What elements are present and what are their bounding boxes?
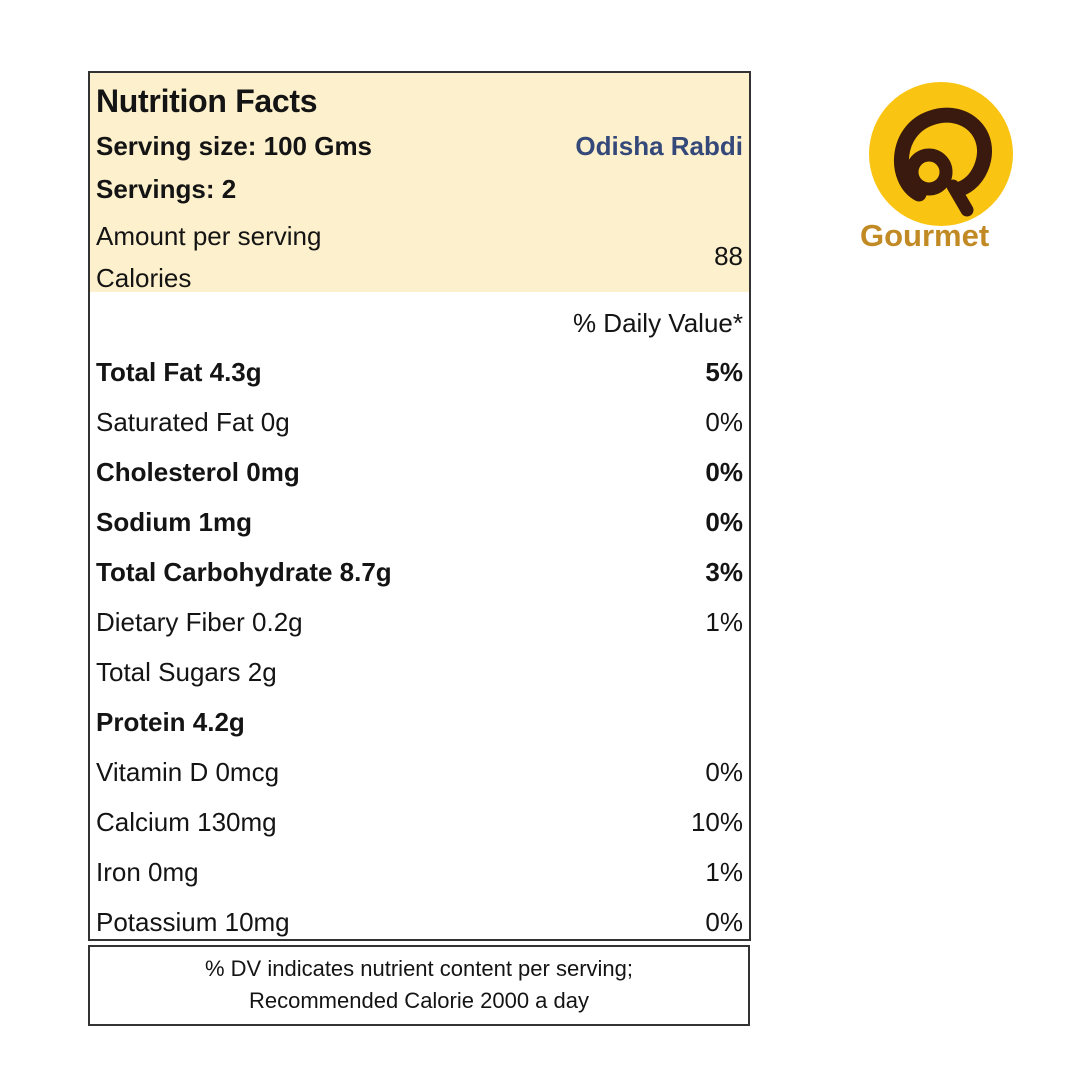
nutrient-row: Potassium 10mg 0% — [90, 894, 749, 944]
nutrient-row: Protein 4.2g — [90, 694, 749, 744]
nutrient-name: Cholesterol 0mg — [96, 457, 300, 487]
serving-size: Serving size: 100 Gms — [96, 131, 373, 161]
footnote-line-1: % DV indicates nutrient content per serv… — [204, 956, 633, 981]
footnote-line-2: Recommended Calorie 2000 a day — [249, 988, 589, 1013]
nutrient-name: Total Carbohydrate 8.7g — [96, 557, 392, 587]
nutrient-name: Dietary Fiber 0.2g — [96, 607, 303, 637]
nutrient-row: Dietary Fiber 0.2g 1% — [90, 594, 749, 644]
nutrient-name: Protein 4.2g — [96, 707, 245, 737]
nutrient-daily-value: 0% — [705, 407, 743, 437]
nutrient-name: Total Fat 4.3g — [96, 357, 262, 387]
nutrient-daily-value: 0% — [705, 457, 743, 487]
servings: Servings: 2 — [96, 174, 237, 204]
nutrient-row: Total Fat 4.3g 5% — [90, 344, 749, 394]
nutrient-name: Total Sugars 2g — [96, 657, 277, 687]
nutrition-label: Nutrition Facts Serving size: 100 Gms Od… — [88, 71, 751, 941]
nutrient-daily-value: 0% — [705, 507, 743, 537]
footnote: % DV indicates nutrient content per serv… — [88, 945, 750, 1026]
daily-value-header: % Daily Value* — [572, 308, 743, 338]
nutrient-name: Iron 0mg — [96, 857, 199, 887]
nutrient-row: Iron 0mg 1% — [90, 844, 749, 894]
nutrient-name: Sodium 1mg — [96, 507, 253, 537]
logo-text: Gourmet — [860, 218, 990, 253]
nutrient-name: Calcium 130mg — [96, 807, 277, 837]
amount-per-serving: Amount per serving — [96, 221, 322, 251]
nutrient-daily-value: 1% — [705, 607, 743, 637]
nutrient-row: Sodium 1mg 0% — [90, 494, 749, 544]
nutrient-row: Calcium 130mg 10% — [90, 794, 749, 844]
nutrient-list: Total Fat 4.3g 5% Saturated Fat 0g 0% Choles… — [90, 344, 749, 944]
label-title: Nutrition Facts — [96, 83, 318, 119]
calories-value: 88 — [714, 241, 743, 271]
logo-circle — [869, 82, 1013, 226]
nutrient-daily-value: 0% — [705, 907, 743, 937]
nutrient-name: Saturated Fat 0g — [96, 407, 290, 437]
nutrient-daily-value: 10% — [690, 807, 743, 837]
nutrient-row: Total Carbohydrate 8.7g 3% — [90, 544, 749, 594]
nutrient-daily-value: 3% — [705, 557, 743, 587]
nutrient-row: Vitamin D 0mcg 0% — [90, 744, 749, 794]
product-name: Odisha Rabdi — [575, 131, 743, 161]
calories-label: Calories — [96, 263, 192, 293]
nutrient-row: Total Sugars 2g — [90, 644, 749, 694]
nutrient-daily-value: 1% — [705, 857, 743, 887]
label-header: Nutrition Facts Serving size: 100 Gms Od… — [90, 73, 749, 293]
nutrient-daily-value: 0% — [705, 757, 743, 787]
gourmet-logo-icon — [893, 107, 992, 217]
gourmet-logo: Gourmet — [852, 82, 1022, 262]
nutrient-row: Saturated Fat 0g 0% — [90, 394, 749, 444]
nutrient-name: Vitamin D 0mcg — [96, 757, 280, 787]
nutrient-row: Cholesterol 0mg 0% — [90, 444, 749, 494]
nutrient-daily-value: 5% — [705, 357, 743, 387]
nutrient-name: Potassium 10mg — [96, 907, 290, 937]
